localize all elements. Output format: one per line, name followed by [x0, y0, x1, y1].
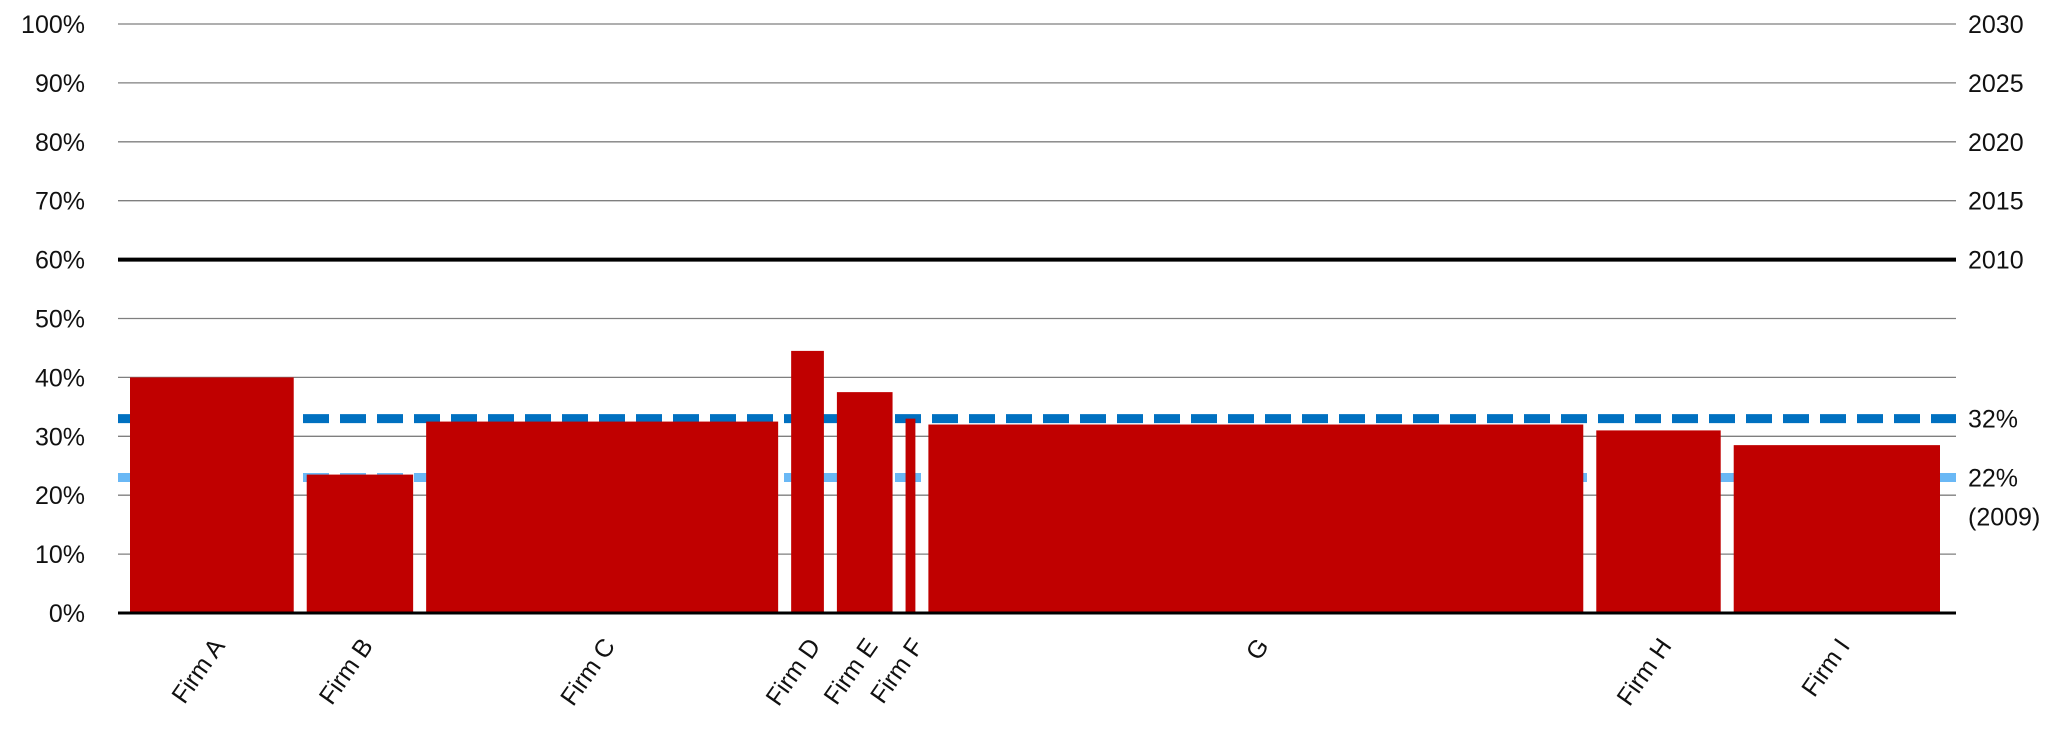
bar — [836, 392, 893, 613]
x-category-label: Firm I — [1796, 633, 1856, 701]
y-tick-label: 0% — [49, 600, 85, 628]
bar — [1733, 445, 1940, 613]
bars — [130, 350, 1940, 613]
bar — [426, 421, 779, 613]
y-tick-label: 80% — [35, 129, 85, 157]
reference-line-labels: 32% 22% (2009) — [1968, 406, 2040, 532]
x-category-label: Firm C — [555, 633, 621, 710]
bar — [905, 418, 916, 613]
y-axis-tick-labels: 0% 10% 20% 30% 40% 50% 60% 70% 80% 90% 100% — [21, 11, 85, 628]
x-category-label: Firm A — [166, 633, 231, 708]
y-tick-label: 60% — [35, 247, 85, 275]
x-category-label: Firm H — [1611, 633, 1677, 710]
reference-line-label: 22% — [1968, 465, 2018, 493]
bar — [1596, 430, 1721, 613]
y-tick-label: 50% — [35, 306, 85, 334]
reference-line-label: 32% — [1968, 406, 2018, 434]
x-category-label: Firm B — [314, 633, 379, 709]
secondary-axis-tick-label: 2010 — [1968, 247, 2024, 275]
secondary-axis-tick-label: 2025 — [1968, 70, 2024, 98]
bar — [791, 350, 824, 613]
secondary-axis-tick-label: 2020 — [1968, 129, 2024, 157]
bar — [928, 424, 1584, 613]
x-category-label: Firm D — [760, 633, 826, 710]
secondary-axis-tick-label: 2015 — [1968, 188, 2024, 216]
y-tick-label: 30% — [35, 423, 85, 451]
x-category-label: G — [1241, 633, 1275, 665]
secondary-axis-tick-labels: 2010 2015 2020 2025 2030 — [1968, 11, 2024, 275]
secondary-axis-tick-label: 2030 — [1968, 11, 2024, 39]
bar — [130, 377, 294, 613]
y-tick-label: 100% — [21, 11, 85, 39]
y-tick-label: 90% — [35, 70, 85, 98]
y-tick-label: 40% — [35, 364, 85, 392]
y-tick-label: 10% — [35, 541, 85, 569]
y-tick-label: 20% — [35, 482, 85, 510]
reference-line-sublabel: (2009) — [1968, 504, 2040, 532]
bar — [306, 474, 414, 613]
y-tick-label: 70% — [35, 188, 85, 216]
